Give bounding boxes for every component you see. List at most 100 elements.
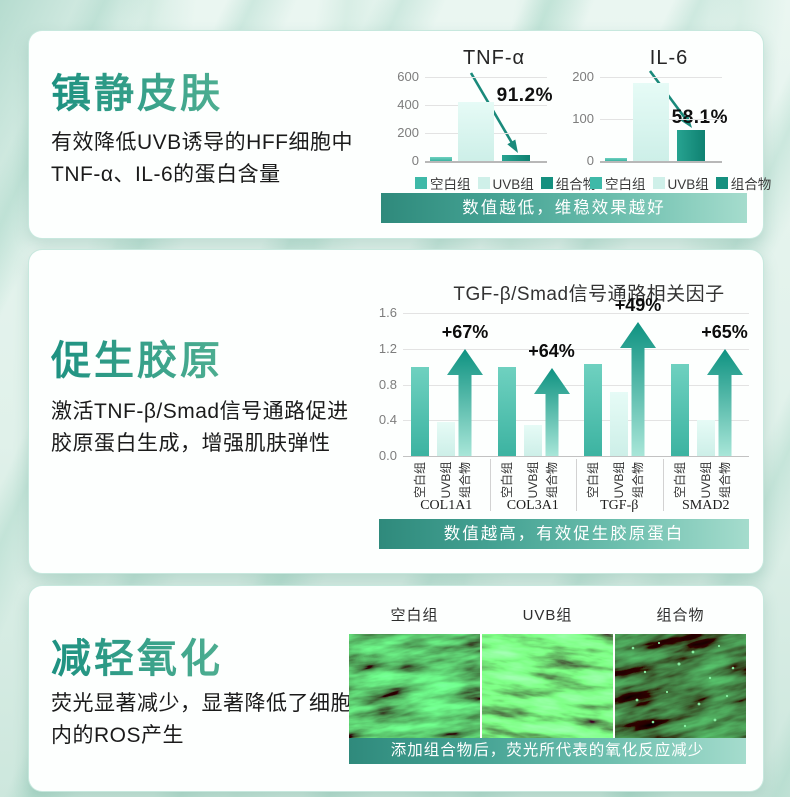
chart-plot-area: 91.2% 0 200 400 600 xyxy=(397,69,552,168)
bar-UVB组 xyxy=(458,102,494,161)
x-tick-label: UVB组 xyxy=(612,461,626,499)
group-label: COL1A1 xyxy=(420,498,473,513)
y-tick-label: 600 xyxy=(397,69,419,84)
y-tick-label: 400 xyxy=(397,97,419,112)
y-tick-label: 100 xyxy=(572,111,594,126)
chart-legend: 空白组 UVB组 组合物 xyxy=(415,173,596,193)
increase-arrow-组合物 xyxy=(447,349,483,456)
microscopy-image-uvb xyxy=(482,634,613,738)
group-separator xyxy=(662,459,664,511)
y-tick-label: 200 xyxy=(397,125,419,140)
chart-title: IL-6 xyxy=(649,47,689,69)
legend-item: 空白组 xyxy=(590,173,646,193)
section3-banner: 添加组合物后，荧光所代表的氧化反应减少 xyxy=(349,738,746,764)
section1-banner: 数值越低，维稳效果越好 xyxy=(381,193,747,223)
legend-label: 组合物 xyxy=(730,177,772,192)
card-calming-skin: 镇静皮肤 有效降低UVB诱导的HFF细胞中TNF-α、IL-6的蛋白含量 TNF… xyxy=(28,30,771,239)
gridline xyxy=(600,77,722,78)
chart-title: TGF-β/Smad信号通路相关因子 xyxy=(453,284,725,305)
legend-item: 组合物 xyxy=(540,173,597,193)
x-tick-label: 空白组 xyxy=(499,462,514,499)
chart-legend: 空白组 UVB组 组合物 xyxy=(590,173,771,193)
group-separator xyxy=(576,459,577,511)
card-collagen: 促生胶原 激活TNF-β/Smad信号通路促进胶原蛋白生成，增强肌肤弹性 TGF… xyxy=(28,249,764,574)
gridline xyxy=(403,384,749,386)
x-tick-label: UVB组 xyxy=(525,461,540,499)
x-tick-label: 组合物 xyxy=(544,462,559,499)
group-separator xyxy=(489,459,491,511)
bar-空白组 xyxy=(605,157,627,161)
gridline xyxy=(403,348,749,350)
gridline xyxy=(403,313,749,314)
group-label: TGF-β xyxy=(600,498,639,513)
y-tick-label: 0 xyxy=(586,153,594,168)
chart-group-TGF-β: 空白组 UVB组 组合物 TGF-β xyxy=(576,313,663,513)
reduction-percent-label: 58.1% xyxy=(671,107,728,128)
legend-swatch-uvb xyxy=(652,177,665,189)
increase-percent-label: +49% xyxy=(614,295,662,315)
microscopy-image-blank xyxy=(349,634,480,738)
legend-swatch-uvb xyxy=(477,177,490,189)
chart-title: TNF-α xyxy=(462,47,526,69)
increase-arrow-组合物 xyxy=(706,349,743,456)
y-tick-label: 200 xyxy=(572,69,594,84)
microscopy-labels: 空白组 UVB组 组合物 xyxy=(349,604,746,625)
y-tick-label: 0.8 xyxy=(378,376,397,392)
bar-空白组 xyxy=(584,363,602,456)
bar-UVB组 xyxy=(523,424,542,456)
legend-swatch-compound xyxy=(715,177,728,189)
legend-item: UVB组 xyxy=(652,173,709,193)
bar-空白组 xyxy=(430,156,452,161)
legend-label: UVB组 xyxy=(492,177,534,192)
legend-item: 组合物 xyxy=(715,173,772,193)
legend-swatch-blank xyxy=(590,177,602,189)
legend-label: 组合物 xyxy=(555,177,597,192)
x-tick-label: 空白组 xyxy=(413,462,427,499)
microscopy-image-compound xyxy=(615,634,746,738)
chart-il6: IL-6 58.1% 0 100 200 空白组 UVB组 组合物 xyxy=(564,47,771,193)
x-tick-label: 组合物 xyxy=(631,462,645,499)
y-tick-label: 1.6 xyxy=(378,305,397,320)
bar-UVB组 xyxy=(633,83,669,161)
chart-group-COL3A1: 空白组 UVB组 组合物 COL3A1 xyxy=(490,313,577,513)
section2-title: 促生胶原 xyxy=(51,328,371,386)
y-tick-label: 0.4 xyxy=(378,412,397,428)
increase-arrow-组合物 xyxy=(620,322,656,456)
card-oxidation: 减轻氧化 荧光显著减少，显著降低了细胞内的ROS产生 空白组 UVB组 组合物 xyxy=(28,585,764,792)
microscopy-images xyxy=(349,634,746,738)
gridline xyxy=(425,77,547,78)
section3-body: 荧光显著减少，显著降低了细胞内的ROS产生 xyxy=(51,692,352,747)
legend-item: UVB组 xyxy=(477,173,534,193)
chart-tnf-alpha: TNF-α 91.2% 0 200 400 600 空白组 UVB组 组合物 xyxy=(389,47,596,193)
section3-title: 减轻氧化 xyxy=(51,626,371,684)
microscopy-label-uvb: UVB组 xyxy=(522,607,573,624)
x-tick-label: 空白组 xyxy=(586,462,600,499)
group-label: SMAD2 xyxy=(682,498,730,513)
legend-swatch-blank xyxy=(415,177,427,189)
increase-percent-label: +64% xyxy=(528,341,575,361)
bar-组合物 xyxy=(502,154,530,161)
chart-group-SMAD2: 空白组 UVB组 组合物 SMAD2 xyxy=(663,313,750,513)
bar-UVB组 xyxy=(437,422,455,456)
reduction-percent-label: 91.2% xyxy=(496,85,553,106)
legend-item: 空白组 xyxy=(415,173,471,193)
bar-空白组 xyxy=(670,363,689,456)
y-tick-label: 0 xyxy=(411,153,419,168)
section2-body: 激活TNF-β/Smad信号通路促进胶原蛋白生成，增强肌肤弹性 xyxy=(51,400,349,455)
microscopy-label-compound: 组合物 xyxy=(656,607,705,624)
x-tick-label: UVB组 xyxy=(439,461,453,499)
bar-UVB组 xyxy=(696,420,715,456)
section2-banner: 数值越高，有效促生胶原蛋白 xyxy=(379,519,749,549)
x-tick-label: 组合物 xyxy=(717,462,732,499)
gridline xyxy=(403,420,749,422)
microscopy-label-blank: 空白组 xyxy=(390,607,439,624)
bar-空白组 xyxy=(497,366,516,456)
increase-percent-label: +65% xyxy=(701,322,748,342)
legend-label: UVB组 xyxy=(667,177,709,192)
legend-label: 空白组 xyxy=(605,177,646,192)
legend-swatch-compound xyxy=(540,177,553,189)
chart-group-COL1A1: 空白组 UVB组 组合物 COL1A1 xyxy=(403,313,490,513)
group-label: COL3A1 xyxy=(506,498,559,513)
fluorescent-specks xyxy=(631,641,735,728)
